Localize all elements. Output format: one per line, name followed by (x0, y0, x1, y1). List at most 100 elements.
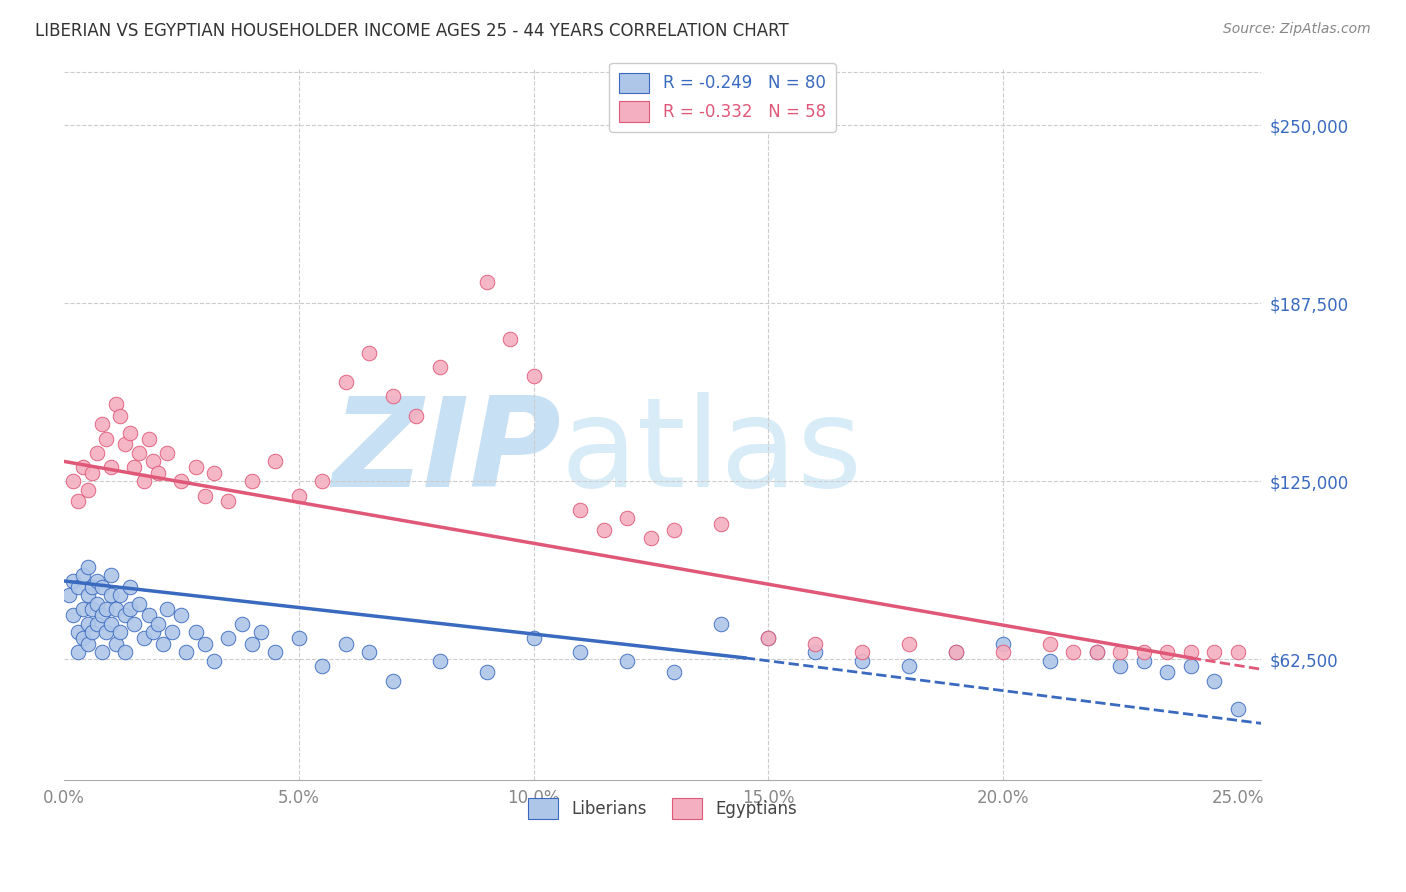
Point (569, 645, 592, 659)
Point (128, 446, 150, 460)
Point (710, 517, 733, 532)
Point (86, 574, 108, 588)
Point (359, 645, 381, 659)
Point (72, 460, 94, 475)
Point (114, 645, 136, 659)
Point (202, 654, 225, 668)
Point (475, 665, 498, 679)
Point (381, 389, 404, 403)
Point (194, 489, 217, 503)
Point (152, 637, 174, 651)
Point (62, 608, 84, 623)
Point (76, 559, 98, 574)
Point (250, 625, 273, 640)
Point (82, 466, 104, 480)
Point (128, 597, 150, 611)
Point (156, 446, 179, 460)
Point (522, 631, 544, 645)
Point (240, 637, 263, 651)
Point (311, 659, 333, 673)
Point (1109, 645, 1132, 659)
Point (640, 531, 662, 545)
Point (90, 580, 112, 594)
Point (804, 637, 827, 651)
Point (138, 432, 160, 446)
Point (616, 654, 638, 668)
Point (100, 568, 122, 582)
Point (146, 616, 169, 631)
Point (1133, 645, 1156, 659)
Point (381, 673, 404, 688)
Point (86, 616, 108, 631)
Point (1226, 645, 1249, 659)
Point (194, 637, 217, 651)
Point (217, 494, 239, 508)
Point (264, 454, 287, 468)
Point (132, 631, 155, 645)
Point (593, 523, 616, 537)
Point (1062, 645, 1084, 659)
Point (1085, 645, 1108, 659)
Point (100, 616, 122, 631)
Point (96, 602, 118, 616)
Point (110, 588, 132, 602)
Point (335, 375, 357, 389)
Point (67, 580, 90, 594)
Point (86, 597, 108, 611)
Text: atlas: atlas (561, 392, 863, 514)
Point (100, 460, 122, 475)
Point (100, 588, 122, 602)
Point (146, 466, 169, 480)
Point (851, 654, 873, 668)
Point (756, 631, 779, 645)
Point (142, 625, 165, 640)
Point (184, 460, 207, 475)
Text: LIBERIAN VS EGYPTIAN HOUSEHOLDER INCOME AGES 25 - 44 YEARS CORRELATION CHART: LIBERIAN VS EGYPTIAN HOUSEHOLDER INCOME … (35, 22, 789, 40)
Point (72, 631, 94, 645)
Point (898, 637, 921, 651)
Point (756, 631, 779, 645)
Point (160, 625, 183, 640)
Point (1133, 654, 1156, 668)
Point (217, 631, 239, 645)
Point (82, 580, 104, 594)
Point (335, 637, 357, 651)
Point (1039, 637, 1062, 651)
Point (82, 602, 104, 616)
Point (110, 625, 132, 640)
Legend: Liberians, Egyptians: Liberians, Egyptians (522, 792, 804, 825)
Point (67, 645, 90, 659)
Point (664, 523, 686, 537)
Point (945, 645, 967, 659)
Point (76, 588, 98, 602)
Point (132, 475, 155, 489)
Point (1204, 673, 1226, 688)
Point (142, 454, 165, 468)
Point (86, 446, 108, 460)
Point (804, 645, 827, 659)
Point (124, 616, 146, 631)
Text: ZIP: ZIP (332, 392, 561, 514)
Point (202, 466, 225, 480)
Point (851, 645, 873, 659)
Point (104, 602, 127, 616)
Point (264, 645, 287, 659)
Point (76, 483, 98, 497)
Point (475, 275, 498, 289)
Point (76, 637, 98, 651)
Point (82, 625, 104, 640)
Point (62, 574, 84, 588)
Point (710, 616, 733, 631)
Point (429, 360, 451, 375)
Point (72, 568, 94, 582)
Point (664, 665, 686, 679)
Point (288, 489, 311, 503)
Point (1039, 654, 1062, 668)
Point (138, 608, 160, 623)
Point (945, 645, 967, 659)
Point (1085, 645, 1108, 659)
Point (90, 608, 112, 623)
Point (499, 332, 522, 346)
Point (231, 616, 253, 631)
Point (898, 659, 921, 673)
